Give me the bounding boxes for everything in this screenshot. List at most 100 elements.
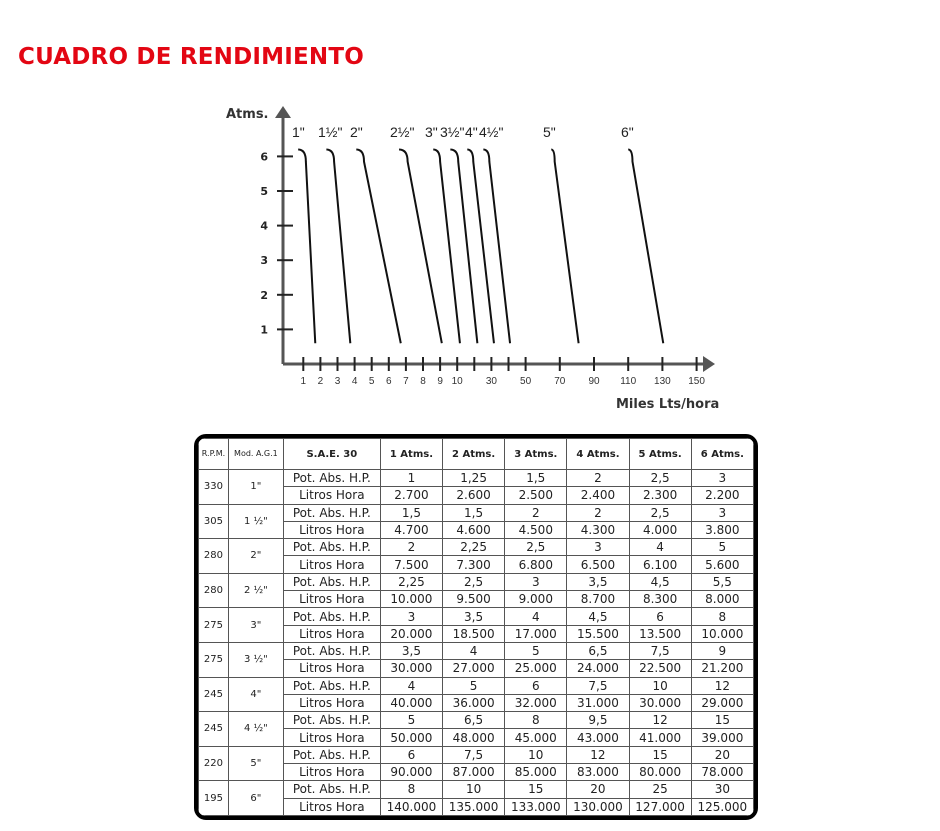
table-header-row: R.P.M. Mod. A.G.1 S.A.E. 30 1 Atms. 2 Atms. 3… <box>198 438 754 470</box>
rpm-cell: 280 <box>198 572 229 609</box>
table-cell: 48.000 <box>442 728 506 747</box>
series-label: 4½" <box>479 124 503 140</box>
table-cell: 4.500 <box>504 520 568 540</box>
table-row: Litros Hora 20.000 18.500 17.000 15.500 13.50… <box>199 624 754 643</box>
x-tick-label: 5 <box>369 376 375 387</box>
table-cell: 15 <box>628 745 692 765</box>
row-label-cell: Litros Hora <box>282 590 381 609</box>
x-tick-label: 30 <box>486 376 498 387</box>
table-cell: 4,5 <box>566 607 630 626</box>
table-cell: 2 <box>504 503 568 522</box>
series-line <box>467 148 495 344</box>
table-row: 245 4" Pot. Abs. H.P. 4 5 6 7,5 10 12 <box>198 676 754 713</box>
table-cell: 10.000 <box>690 624 754 643</box>
table-cell: 5 <box>504 641 568 661</box>
table-row: Litros Hora 30.000 27.000 25.000 24.000 22.50… <box>199 659 754 678</box>
table-cell: 2,5 <box>628 468 692 488</box>
table-cell: 85.000 <box>504 763 568 782</box>
table-cell: 36.000 <box>442 693 506 713</box>
table-row: 275 3 ½" Pot. Abs. H.P. 3,5 4 5 6,5 7,5 9 <box>198 641 754 678</box>
table-cell: 4.300 <box>566 520 630 540</box>
row-label-cell: Litros Hora <box>282 555 381 574</box>
x-tick-label: 7 <box>403 376 409 387</box>
series-line <box>398 148 443 344</box>
table-cell: 8.300 <box>628 590 692 609</box>
table-cell: 30.000 <box>379 659 444 678</box>
table-cell: 2 <box>566 468 630 488</box>
series-label: 1½" <box>318 124 342 140</box>
table-cell: 140.000 <box>379 797 444 816</box>
mod-cell: 3" <box>227 607 284 643</box>
table-cell: 78.000 <box>690 763 754 782</box>
series-label: 4" <box>465 124 478 140</box>
table-cell: 135.000 <box>442 797 506 816</box>
row-label-cell: Pot. Abs. H.P. <box>282 538 381 557</box>
table-cell: 8 <box>504 711 568 730</box>
column-header: 1 Atms. <box>379 438 444 470</box>
table-cell: 6.500 <box>566 555 630 574</box>
table-cell: 7,5 <box>442 745 506 765</box>
table-cell: 9 <box>690 641 754 661</box>
table-cell: 15 <box>504 780 568 799</box>
x-tick-label: 110 <box>620 376 636 387</box>
mod-cell: 2" <box>227 538 284 574</box>
column-header: 3 Atms. <box>504 438 568 470</box>
table-cell: 2,25 <box>442 538 506 557</box>
mod-cell: 6" <box>227 780 284 816</box>
table-cell: 3,5 <box>566 572 630 592</box>
table-cell: 4 <box>504 607 568 626</box>
series-label: 6" <box>621 124 634 140</box>
series-line <box>551 148 580 344</box>
series-line <box>483 148 512 344</box>
table-cell: 7.500 <box>379 555 444 574</box>
series-line <box>450 148 479 344</box>
rpm-cell: 220 <box>198 745 229 782</box>
table-row: 275 3" Pot. Abs. H.P. 3 3,5 4 4,5 6 8 <box>198 607 754 643</box>
table-row: 280 2" Pot. Abs. H.P. 2 2,25 2,5 3 4 5 <box>198 538 754 574</box>
table-cell: 24.000 <box>566 659 630 678</box>
column-header: R.P.M. <box>198 438 229 470</box>
y-tick-label: 4 <box>260 220 268 233</box>
x-axis-arrow <box>703 356 715 372</box>
row-label-cell: Pot. Abs. H.P. <box>282 745 381 765</box>
table-cell: 2.400 <box>566 486 630 505</box>
x-tick-label: 8 <box>420 376 426 387</box>
table-cell: 2 <box>566 503 630 522</box>
mod-cell: 2 ½" <box>227 572 284 609</box>
x-axis-label: Miles Lts/hora <box>616 397 719 412</box>
row-label-cell: Pot. Abs. H.P. <box>282 780 381 799</box>
column-header: 5 Atms. <box>628 438 692 470</box>
series-label: 3½" <box>440 124 464 140</box>
table-cell: 4.700 <box>379 520 444 540</box>
row-label-cell: Litros Hora <box>282 797 381 816</box>
table-cell: 6 <box>628 607 692 626</box>
row-label-cell: Litros Hora <box>282 728 381 747</box>
table-cell: 6.800 <box>504 555 568 574</box>
rpm-cell: 195 <box>198 780 229 816</box>
row-label-cell: Pot. Abs. H.P. <box>282 607 381 626</box>
table-cell: 5.600 <box>690 555 754 574</box>
x-tick-label: 1 <box>301 376 307 387</box>
y-tick-label: 5 <box>260 185 268 198</box>
x-tick-label: 130 <box>654 376 671 387</box>
performance-table-frame: R.P.M. Mod. A.G.1 S.A.E. 30 1 Atms. 2 Atms. 3… <box>194 434 758 820</box>
table-cell: 3,5 <box>442 607 506 626</box>
table-cell: 12 <box>566 745 630 765</box>
rpm-cell: 275 <box>198 607 229 643</box>
table-cell: 9.500 <box>442 590 506 609</box>
table-cell: 3.800 <box>690 520 754 540</box>
row-label-cell: Pot. Abs. H.P. <box>282 711 381 730</box>
table-cell: 18.500 <box>442 624 506 643</box>
table-row: 280 2 ½" Pot. Abs. H.P. 2,25 2,5 3 3,5 4,5 5,5 <box>198 572 754 609</box>
table-cell: 25.000 <box>504 659 568 678</box>
table-cell: 2,5 <box>504 538 568 557</box>
table-row: 195 6" Pot. Abs. H.P. 8 10 15 20 25 30 <box>198 780 754 816</box>
table-row: 330 1" Pot. Abs. H.P. 1 1,25 1,5 2 2,5 3 <box>198 468 754 505</box>
x-tick-label: 150 <box>688 376 705 387</box>
table-cell: 7,5 <box>628 641 692 661</box>
table-cell: 3 <box>379 607 444 626</box>
table-cell: 12 <box>690 676 754 695</box>
x-tick-label: 3 <box>335 376 341 387</box>
row-label-cell: Litros Hora <box>282 763 381 782</box>
table-row: 305 1 ½" Pot. Abs. H.P. 1,5 1,5 2 2 2,5 3 <box>198 503 754 540</box>
